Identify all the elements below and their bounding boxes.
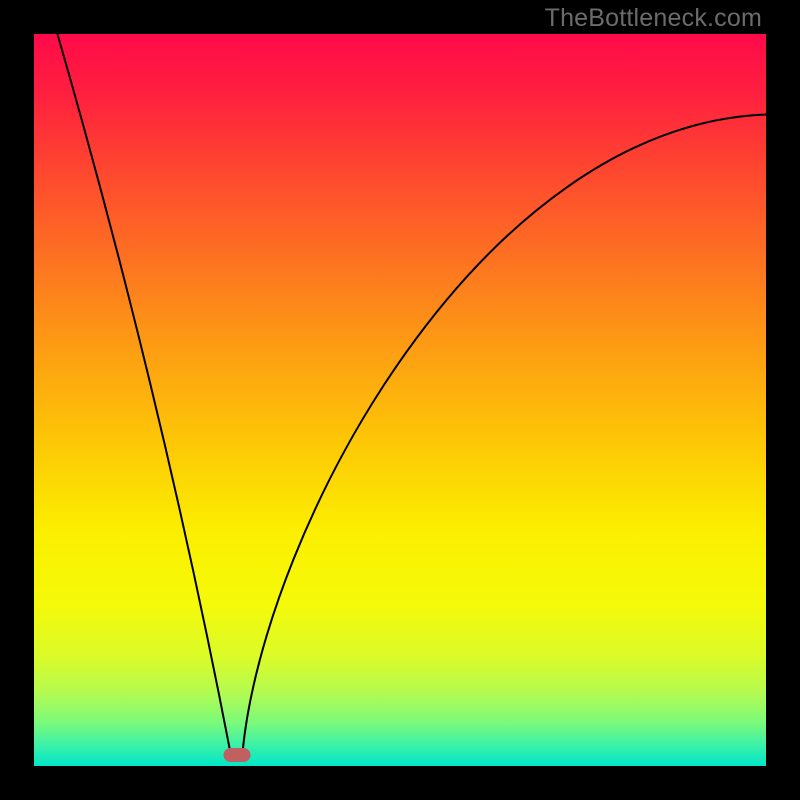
bottleneck-curve <box>34 34 766 766</box>
minimum-marker <box>224 748 251 762</box>
watermark-text: TheBottleneck.com <box>545 4 762 33</box>
plot-area <box>34 34 766 766</box>
figure-root: TheBottleneck.com <box>0 0 800 800</box>
